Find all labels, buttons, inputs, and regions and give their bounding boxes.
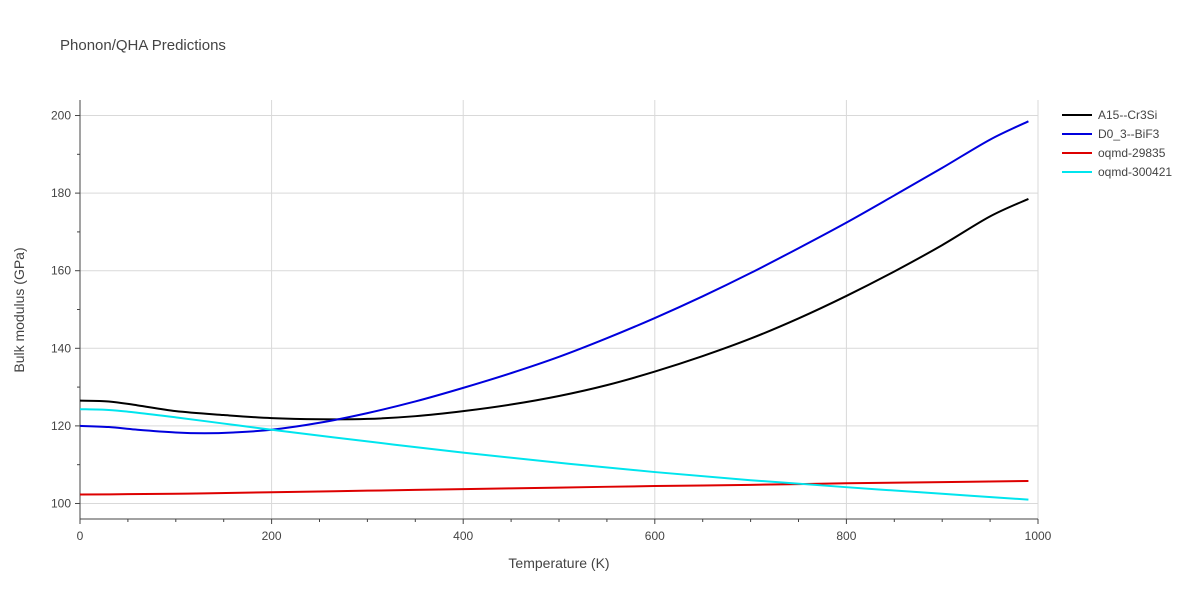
x-tick-label: 600 bbox=[645, 529, 665, 543]
series-line-0 bbox=[79, 198, 1029, 421]
y-tick-label: 200 bbox=[51, 109, 71, 123]
y-tick-label: 140 bbox=[51, 341, 71, 355]
legend-label: oqmd-300421 bbox=[1098, 165, 1172, 179]
series-line-1 bbox=[79, 120, 1029, 435]
x-axis-title: Temperature (K) bbox=[508, 555, 609, 571]
legend-item-1[interactable]: D0_3--BiF3 bbox=[1062, 127, 1160, 141]
x-tick-label: 200 bbox=[262, 529, 282, 543]
chart-title: Phonon/QHA Predictions bbox=[60, 37, 226, 54]
legend-item-3[interactable]: oqmd-300421 bbox=[1062, 165, 1172, 179]
x-tick-label: 800 bbox=[836, 529, 856, 543]
y-tick-label: 180 bbox=[51, 186, 71, 200]
legend[interactable]: A15--Cr3Si D0_3--BiF3 oqmd-29835 oqmd-30042… bbox=[1062, 108, 1172, 179]
legend-label: A15--Cr3Si bbox=[1098, 108, 1157, 122]
y-tick-label: 120 bbox=[51, 419, 71, 433]
legend-item-0[interactable]: A15--Cr3Si bbox=[1062, 108, 1157, 122]
legend-label: D0_3--BiF3 bbox=[1098, 127, 1160, 141]
legend-item-2[interactable]: oqmd-29835 bbox=[1062, 146, 1166, 160]
series-line-3 bbox=[79, 408, 1029, 501]
legend-label: oqmd-29835 bbox=[1098, 146, 1166, 160]
series-lines bbox=[79, 120, 1029, 501]
x-tick-label: 1000 bbox=[1025, 529, 1052, 543]
y-tick-label: 160 bbox=[51, 264, 71, 278]
x-tick-label: 400 bbox=[453, 529, 473, 543]
series-line-2 bbox=[79, 479, 1029, 496]
x-tick-label: 0 bbox=[77, 529, 84, 543]
axes: 0 200 400 600 800 1000 100 120 140 160 180 200 bbox=[51, 100, 1052, 543]
y-axis-title: Bulk modulus (GPa) bbox=[11, 247, 27, 372]
y-tick-label: 100 bbox=[51, 496, 71, 510]
